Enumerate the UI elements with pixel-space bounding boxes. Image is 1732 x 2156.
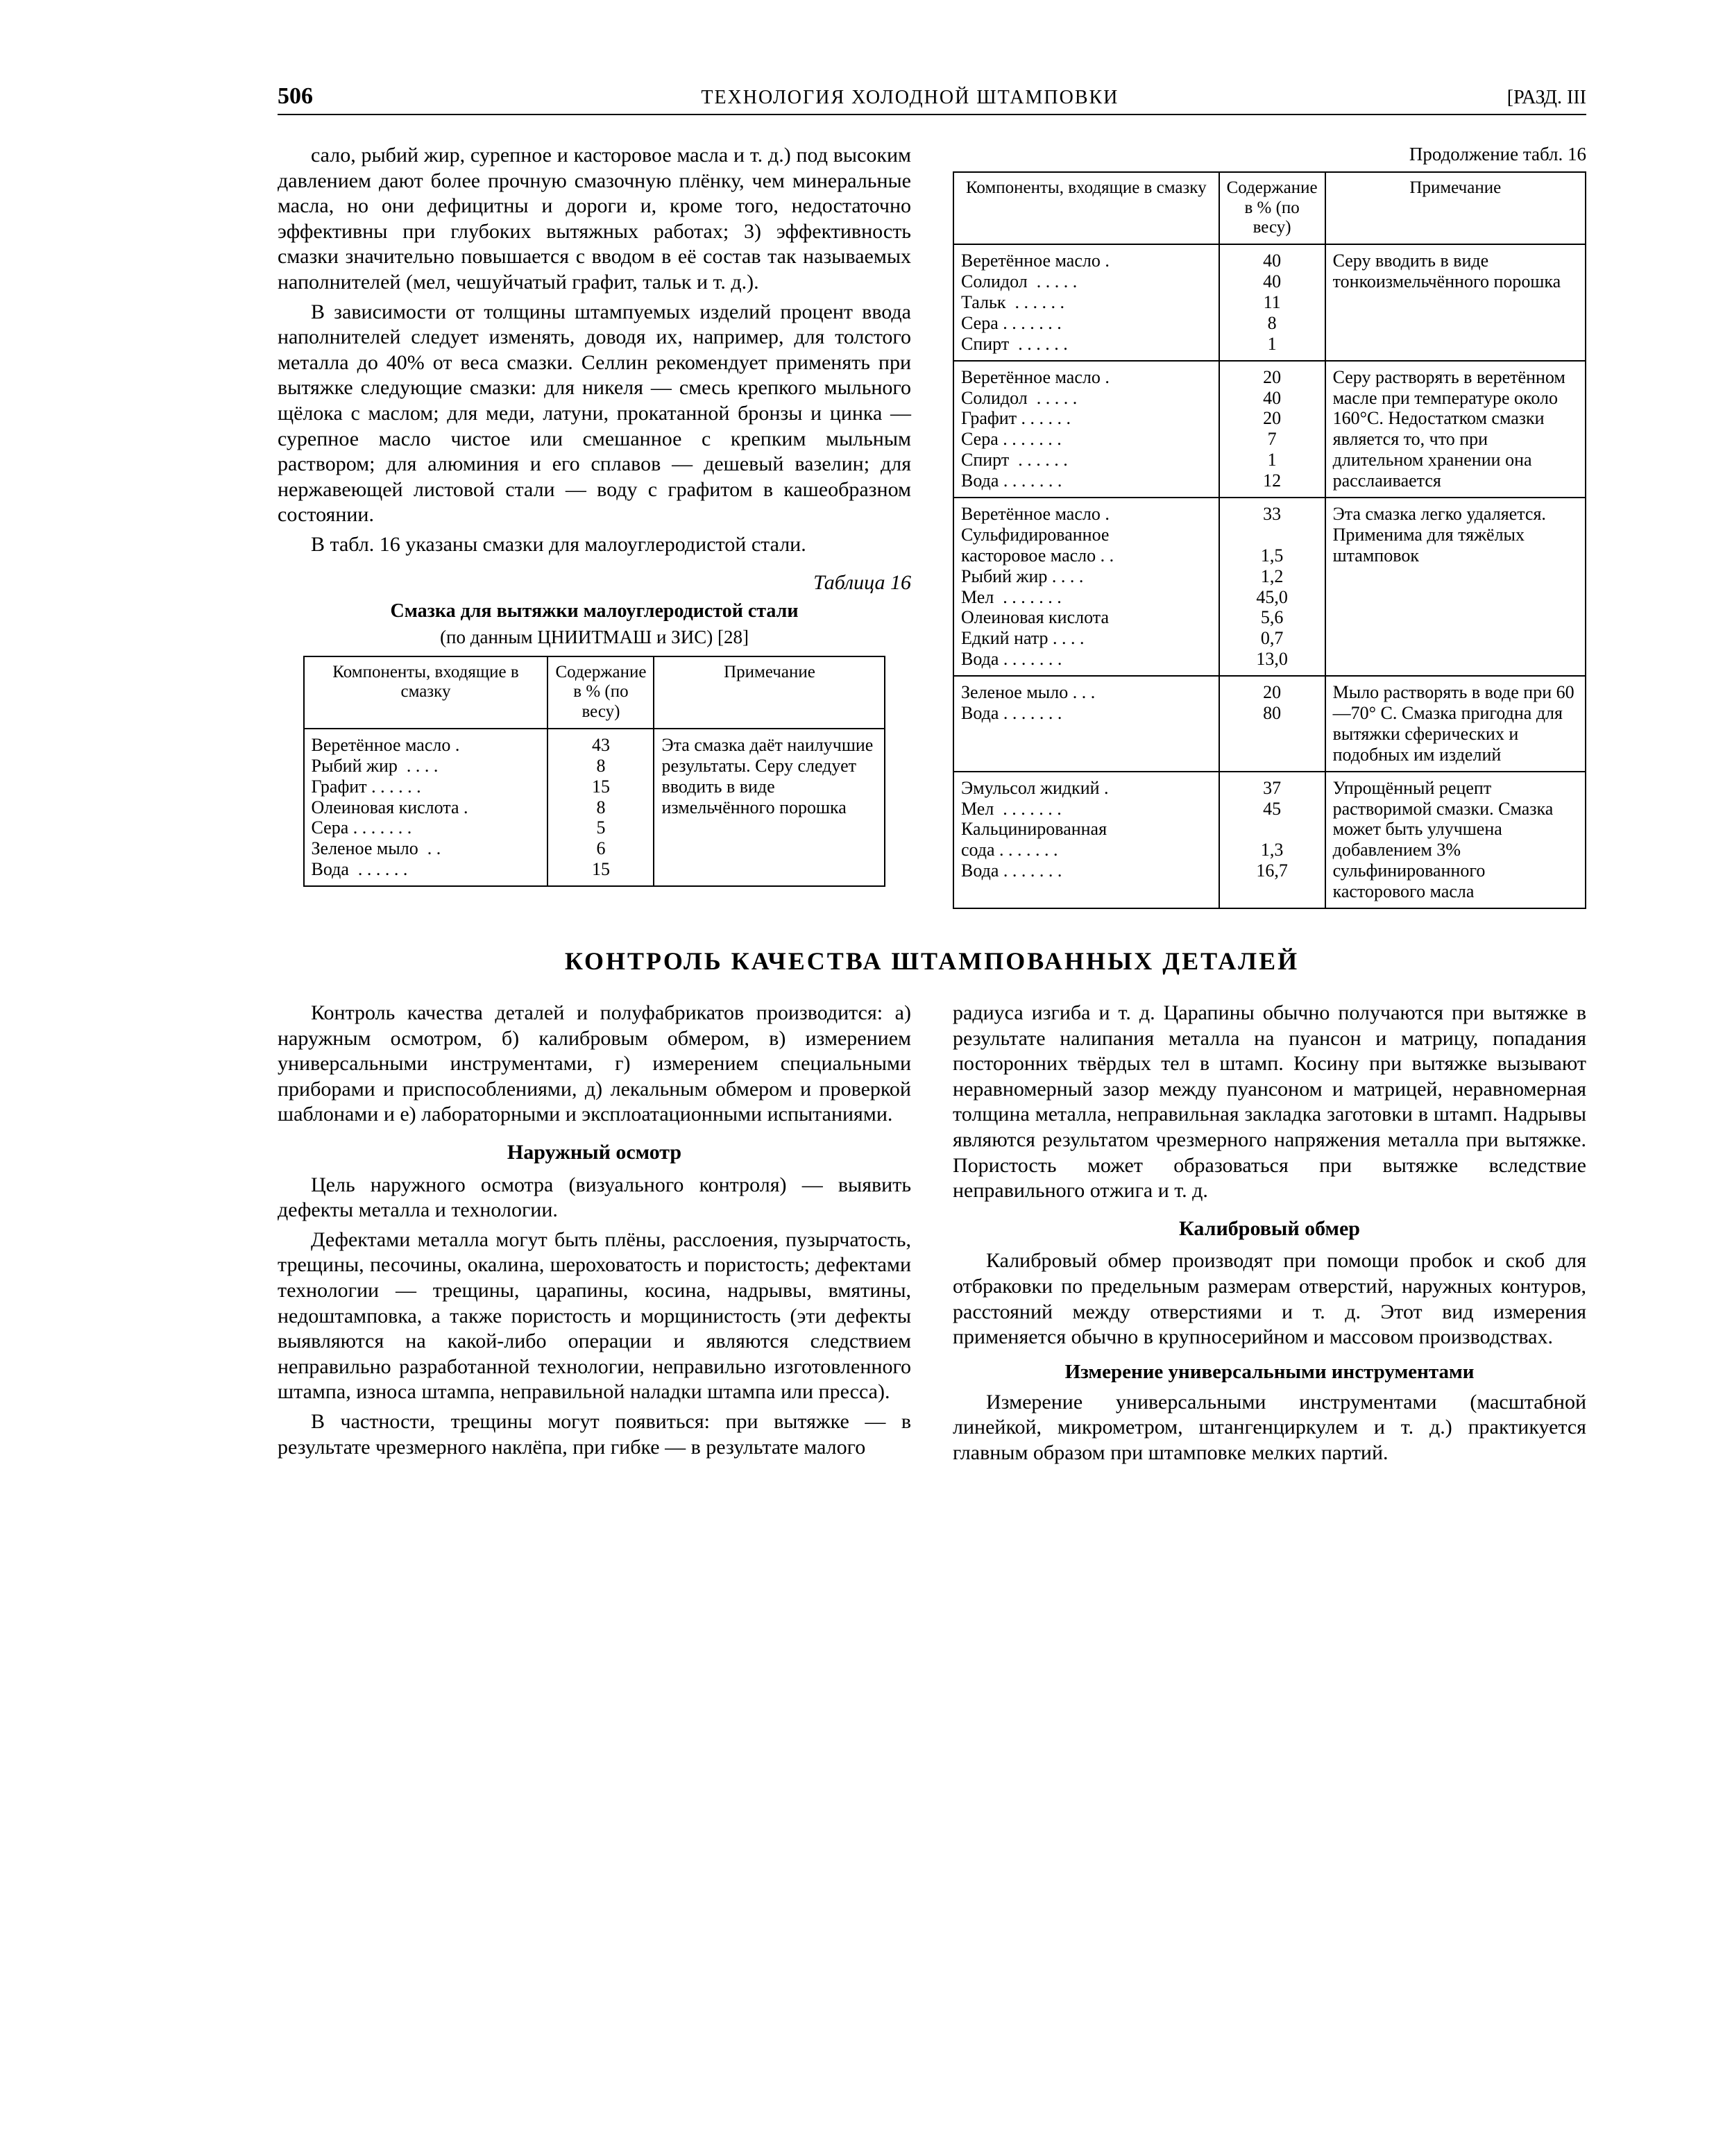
cell-values: 43 8 15 8 5 6 15 xyxy=(547,729,654,886)
header-title: ТЕХНОЛОГИЯ ХОЛОДНОЙ ШТАМПОВКИ xyxy=(701,87,1119,109)
cell-note: Серу вводить в виде тонкоизмельчённого п… xyxy=(1325,244,1586,360)
th-components: Компоненты, входящие в смазку xyxy=(953,172,1219,244)
cell-note: Эта смазка даёт наилучшие результаты. Се… xyxy=(654,729,885,886)
cell-values: 20 40 20 7 1 12 xyxy=(1219,361,1325,498)
th-note: Примечание xyxy=(1325,172,1586,244)
cell-components: Эмульсол жидкий . Мел . . . . . . . Каль… xyxy=(953,772,1219,908)
table-caption: Смазка для вытяжки малоуглеродистой стал… xyxy=(278,600,911,623)
body-para: В табл. 16 указаны смазки для малоуглеро… xyxy=(278,532,911,558)
th-content: Содержание в % (по весу) xyxy=(547,656,654,729)
body-para: Дефектами металла могут быть плёны, расс… xyxy=(278,1228,911,1405)
cell-components: Веретённое масло . Солидол . . . . . Тал… xyxy=(953,244,1219,360)
upper-columns: сало, рыбий жир, сурепное и касторовое м… xyxy=(278,143,1586,919)
subheading: Измерение универсальными инструментами xyxy=(953,1360,1586,1384)
table-row: Зеленое мыло . . . Вода . . . . . . . 20… xyxy=(953,676,1586,772)
th-components: Компоненты, входящие в смазку xyxy=(304,656,548,729)
table-number: Таблица 16 xyxy=(278,570,911,596)
body-para: В частности, трещины могут появиться: пр… xyxy=(278,1409,911,1460)
cell-components: Веретённое масло . Рыбий жир . . . . Гра… xyxy=(304,729,548,886)
body-para: Цель наружного осмотра (визуального конт… xyxy=(278,1173,911,1223)
cell-values: 33 1,5 1,2 45,0 5,6 0,7 13,0 xyxy=(1219,498,1325,676)
lubricant-table-2: Компоненты, входящие в смазку Содержание… xyxy=(953,171,1586,909)
body-para: Измерение универсальными инструментами (… xyxy=(953,1390,1586,1466)
cell-note: Серу растворять в веретённом масле при т… xyxy=(1325,361,1586,498)
cell-components: Веретённое масло . Солидол . . . . . Гра… xyxy=(953,361,1219,498)
section-heading: КОНТРОЛЬ КАЧЕСТВА ШТАМПОВАННЫХ ДЕТАЛЕЙ xyxy=(278,947,1586,976)
cell-note: Мыло растворять в воде при 60—70° С. Сма… xyxy=(1325,676,1586,772)
table-cont-label: Продолжение табл. 16 xyxy=(953,143,1586,166)
body-para: радиуса изгиба и т. д. Царапины обычно п… xyxy=(953,1001,1586,1204)
body-para: Контроль качества деталей и полуфабрикат… xyxy=(278,1001,911,1128)
th-note: Примечание xyxy=(654,656,885,729)
body-para: В зависимости от толщины штампуемых изде… xyxy=(278,300,911,528)
cell-values: 20 80 xyxy=(1219,676,1325,772)
th-content: Содержание в % (по весу) xyxy=(1219,172,1325,244)
table-row: Эмульсол жидкий . Мел . . . . . . . Каль… xyxy=(953,772,1586,908)
cell-values: 37 45 1,3 16,7 xyxy=(1219,772,1325,908)
table-row: Веретённое масло . Солидол . . . . . Тал… xyxy=(953,244,1586,360)
table-row: Веретённое масло . Сульфидированное каст… xyxy=(953,498,1586,676)
lubricant-table-1: Компоненты, входящие в смазку Содержание… xyxy=(303,656,886,887)
table-row: Веретённое масло . Солидол . . . . . Гра… xyxy=(953,361,1586,498)
cell-components: Зеленое мыло . . . Вода . . . . . . . xyxy=(953,676,1219,772)
header-section: [РАЗД. III xyxy=(1507,87,1586,109)
cell-values: 40 40 11 8 1 xyxy=(1219,244,1325,360)
subheading: Калибровый обмер xyxy=(953,1216,1586,1242)
table-subcaption: (по данным ЦНИИТМАШ и ЗИС) [28] xyxy=(278,626,911,649)
cell-note: Эта смазка легко удаляется. Применима дл… xyxy=(1325,498,1586,676)
cell-components: Веретённое масло . Сульфидированное каст… xyxy=(953,498,1219,676)
lower-columns: Контроль качества деталей и полуфабрикат… xyxy=(278,1001,1586,1470)
page-number: 506 xyxy=(278,83,313,110)
page-header: 506 ТЕХНОЛОГИЯ ХОЛОДНОЙ ШТАМПОВКИ [РАЗД.… xyxy=(278,83,1586,115)
subheading: Наружный осмотр xyxy=(278,1140,911,1166)
cell-note: Упрощённый рецепт растворимой смазки. См… xyxy=(1325,772,1586,908)
body-para: Калибровый обмер производят при помощи п… xyxy=(953,1248,1586,1350)
table-row: Веретённое масло . Рыбий жир . . . . Гра… xyxy=(304,729,885,886)
body-para: сало, рыбий жир, сурепное и касторовое м… xyxy=(278,143,911,296)
